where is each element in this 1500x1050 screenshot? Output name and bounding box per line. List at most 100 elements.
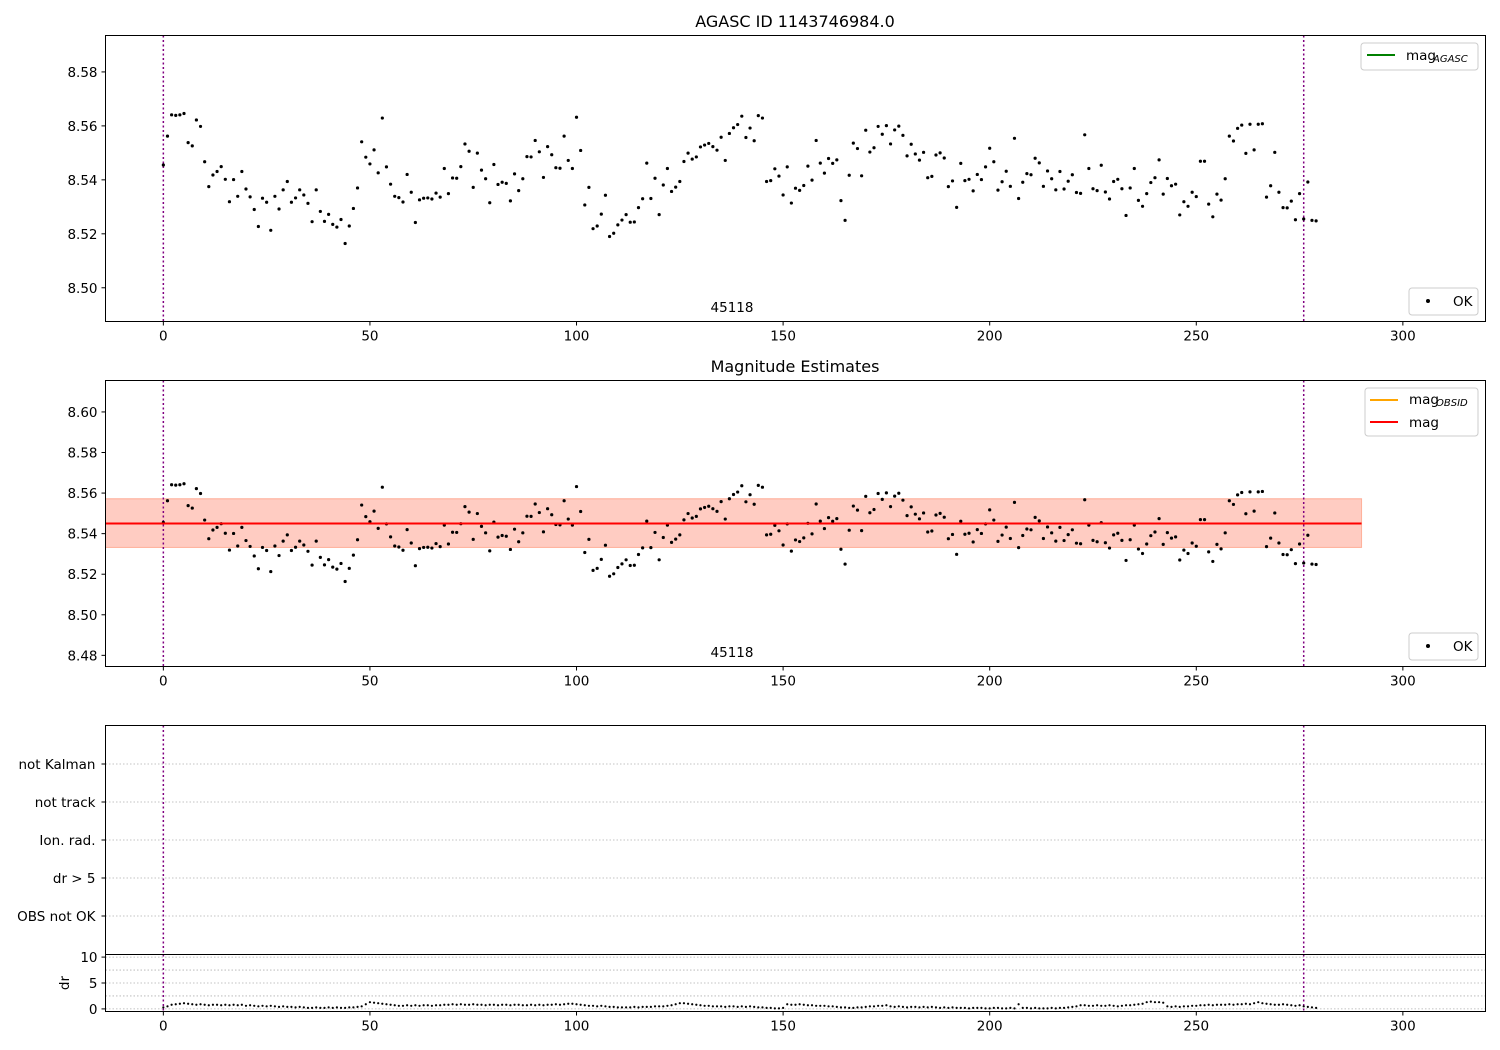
data-point [992,160,996,164]
data-point [967,531,971,535]
data-point [1297,542,1302,546]
data-point [946,184,950,189]
data-point [567,1002,570,1005]
data-point [228,1004,231,1007]
data-point [665,166,670,171]
data-point [418,1004,421,1007]
data-point [752,139,756,143]
data-point [198,124,203,129]
data-point [1223,177,1227,181]
data-point [893,494,897,498]
data-point [1045,169,1050,173]
data-point [860,529,864,533]
data-point [1252,148,1256,152]
data-point [1310,1006,1314,1009]
data-point [1029,1007,1033,1010]
data-point [943,1006,946,1009]
data-point [901,498,905,502]
dr-points [162,1000,1318,1010]
data-point [852,1006,855,1009]
data-point [1298,1004,1301,1007]
data-point [959,1006,962,1009]
data-point [1174,182,1178,186]
data-point [413,564,417,568]
data-point [1166,1005,1169,1008]
data-point [574,115,579,119]
data-point [707,504,711,508]
data-point [509,1004,512,1007]
data-point [1124,213,1128,218]
data-point [583,1004,586,1007]
data-point [517,540,521,544]
data-point [855,146,860,151]
data-point [356,1005,359,1008]
data-point [777,529,781,533]
data-point [843,1006,847,1009]
data-point [1240,490,1244,495]
data-point [1091,1004,1095,1007]
data-point [748,126,752,130]
data-point [612,231,616,235]
data-point [335,567,339,571]
data-point [810,178,814,182]
y-tick-label: 8.54 [67,173,97,189]
data-point [1062,1006,1066,1009]
data-point [455,176,459,180]
data-point [996,1006,1000,1009]
data-point [1021,533,1025,538]
flag-label: OBS not OK [17,909,97,925]
data-point [195,1003,198,1006]
panel1-axes-frame [105,35,1486,322]
data-point [856,1006,859,1009]
data-point [822,526,827,531]
legend-label: mag [1409,415,1439,431]
data-point [525,155,529,159]
data-point [479,524,484,528]
data-point [1170,1005,1173,1008]
data-point [377,1002,380,1005]
data-point [1306,180,1310,184]
data-point [1045,525,1050,529]
data-point [1215,1003,1219,1006]
data-point [1253,1002,1256,1005]
panel1-legend-top: mag AGASC [1360,42,1479,71]
data-point [376,526,380,530]
data-point [438,195,442,199]
data-point [492,162,496,167]
data-point [1145,542,1149,546]
data-point [1219,1003,1223,1006]
data-point [459,1003,462,1006]
x-tick-label: 150 [770,674,796,690]
data-point [1207,1003,1210,1006]
data-point [529,514,533,519]
data-point [570,166,574,171]
data-point [1186,551,1190,556]
x-tick-label: 100 [564,674,590,690]
data-point [1029,173,1033,177]
data-point [1013,1007,1016,1010]
data-point [443,1003,446,1006]
data-point [368,1001,372,1004]
data-point [546,1003,549,1006]
data-point [579,509,583,514]
panel3-time-markers [162,725,1305,955]
data-point [744,1005,748,1008]
data-point [1120,538,1124,542]
data-point [1293,218,1298,222]
data-point [1079,1004,1082,1007]
data-point [661,183,665,187]
data-point [826,156,831,161]
data-point [917,158,922,162]
data-point [695,1003,698,1006]
data-point [194,487,198,491]
data-point [472,1003,475,1006]
data-point [355,186,360,190]
data-point [513,1003,516,1006]
data-point [777,174,781,178]
data-point [430,1004,434,1007]
data-point [223,531,227,535]
data-point [1310,218,1314,222]
x-tick-label: 200 [977,329,1003,345]
data-point [1137,1003,1140,1006]
data-point [1281,206,1285,210]
